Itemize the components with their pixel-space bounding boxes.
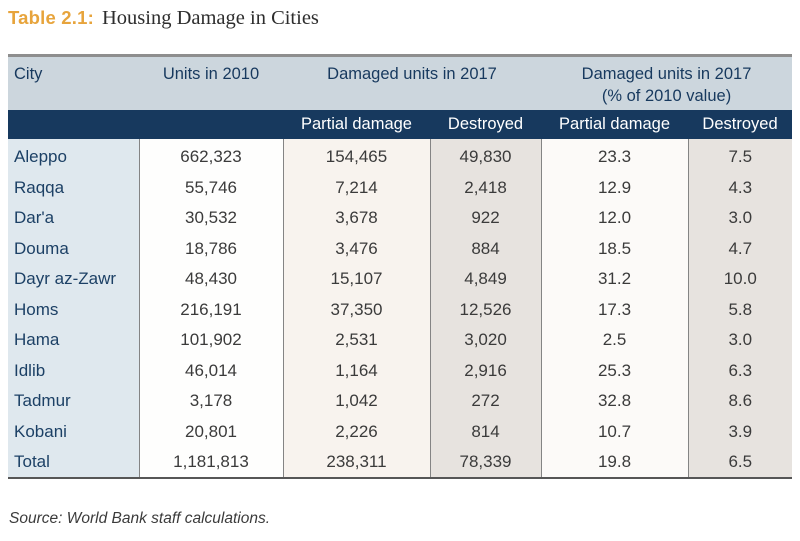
city-cell: Idlib	[14, 360, 46, 380]
destroyed-pct-cell: 3.0	[687, 325, 793, 356]
partial-damage-cell: 15,107	[282, 264, 430, 295]
table-row: Idlib 46,014 1,164 2,916 25.3 6.3	[8, 355, 793, 386]
table-row: Aleppo 662,323 154,465 49,830 23.3 7.5	[8, 138, 793, 173]
table-row: Hama 101,902 2,531 3,020 2.5 3.0	[8, 325, 793, 356]
table-title: Table 2.1: Housing Damage in Cities	[8, 7, 792, 30]
destroyed-cell: 4,849	[429, 264, 542, 295]
partial-damage-pct-cell: 12.9	[540, 172, 689, 203]
destroyed-cell: 49,830	[429, 138, 542, 173]
partial-damage-cell: 154,465	[282, 138, 430, 173]
city-cell: Raqqa	[14, 177, 65, 197]
units-cell: 101,902	[138, 325, 283, 356]
report-page: Table 2.1: Housing Damage in Cities City…	[8, 7, 793, 527]
city-cell: Dayr az-Zawr	[14, 269, 117, 289]
city-cell: Dar'a	[14, 208, 55, 228]
partial-damage-pct-cell: 18.5	[540, 233, 689, 264]
col-header-damaged-units: Damaged units in 2017	[283, 55, 542, 110]
city-cell: Total	[8, 447, 139, 479]
destroyed-cell: 814	[429, 416, 542, 447]
destroyed-cell: 78,339	[429, 447, 542, 479]
partial-damage-pct-cell: 25.3	[540, 355, 689, 386]
partial-damage-pct-cell: 32.8	[540, 386, 689, 417]
housing-damage-table: City Units in 2010 Damaged units in 2017…	[8, 54, 793, 479]
city-cell: Kobani	[14, 421, 67, 441]
table-row: Tadmur 3,178 1,042 272 32.8 8.6	[8, 386, 793, 417]
destroyed-pct-cell: 5.8	[687, 294, 793, 325]
units-cell: 662,323	[138, 138, 283, 173]
col-header-damaged-units-pct: Damaged units in 2017 (% of 2010 value)	[541, 55, 793, 110]
units-cell: 55,746	[138, 172, 283, 203]
destroyed-cell: 2,418	[429, 172, 542, 203]
header-row-sub: Partial damage Destroyed Partial damage …	[8, 109, 793, 139]
destroyed-pct-cell: 4.3	[687, 172, 793, 203]
destroyed-cell: 2,916	[429, 355, 542, 386]
destroyed-pct-cell: 6.5	[687, 447, 793, 479]
units-cell: 18,786	[138, 233, 283, 264]
destroyed-cell: 12,526	[429, 294, 542, 325]
partial-damage-pct-cell: 17.3	[540, 294, 689, 325]
partial-damage-cell: 1,042	[282, 386, 430, 417]
subheader-partial-damage-count: Partial damage	[283, 109, 430, 139]
table-row-total: Total 1,181,813 238,311 78,339 19.8 6.5	[8, 447, 793, 479]
units-cell: 216,191	[138, 294, 283, 325]
destroyed-pct-cell: 8.6	[687, 386, 793, 417]
partial-damage-cell: 3,476	[282, 233, 430, 264]
destroyed-pct-cell: 3.0	[687, 203, 793, 234]
destroyed-pct-cell: 7.5	[687, 138, 793, 173]
city-cell: Homs	[14, 299, 59, 319]
destroyed-pct-cell: 6.3	[687, 355, 793, 386]
city-cell: Douma	[14, 238, 69, 258]
damaged-pct-line1: Damaged units in 2017	[581, 65, 752, 83]
subheader-partial-damage-pct: Partial damage	[541, 109, 689, 139]
table-row: Douma 18,786 3,476 884 18.5 4.7	[8, 233, 793, 264]
partial-damage-pct-cell: 23.3	[540, 138, 689, 173]
partial-damage-cell: 37,350	[282, 294, 430, 325]
table-title-text: Housing Damage in Cities	[101, 7, 319, 29]
partial-damage-pct-cell: 10.7	[540, 416, 689, 447]
units-cell: 48,430	[138, 264, 283, 295]
partial-damage-pct-cell: 2.5	[540, 325, 689, 356]
col-header-units-2010: Units in 2010	[139, 55, 283, 110]
table-row: Raqqa 55,746 7,214 2,418 12.9 4.3	[8, 172, 793, 203]
subheader-destroyed-pct: Destroyed	[688, 109, 793, 139]
partial-damage-cell: 1,164	[282, 355, 430, 386]
table-row: Homs 216,191 37,350 12,526 17.3 5.8	[8, 294, 793, 325]
city-cell: Tadmur	[14, 391, 71, 411]
table-header: City Units in 2010 Damaged units in 2017…	[8, 55, 793, 139]
destroyed-cell: 922	[429, 203, 542, 234]
table-row: Kobani 20,801 2,226 814 10.7 3.9	[8, 416, 793, 447]
table-row: Dar'a 30,532 3,678 922 12.0 3.0	[8, 203, 793, 234]
partial-damage-cell: 3,678	[282, 203, 430, 234]
header-row-top: City Units in 2010 Damaged units in 2017…	[8, 55, 793, 110]
destroyed-pct-cell: 10.0	[687, 264, 793, 295]
damaged-pct-line2: (% of 2010 value)	[601, 86, 732, 105]
partial-damage-pct-cell: 19.8	[540, 447, 689, 479]
partial-damage-pct-cell: 12.0	[540, 203, 689, 234]
units-cell: 20,801	[138, 416, 283, 447]
table-row: Dayr az-Zawr 48,430 15,107 4,849 31.2 10…	[8, 264, 793, 295]
subheader-spacer	[8, 109, 283, 139]
partial-damage-cell: 238,311	[282, 447, 430, 479]
units-cell: 1,181,813	[138, 447, 283, 479]
city-cell: Hama	[14, 330, 60, 350]
city-cell: Aleppo	[14, 147, 67, 166]
table-body: Aleppo 662,323 154,465 49,830 23.3 7.5 R…	[8, 138, 793, 479]
units-cell: 3,178	[138, 386, 283, 417]
destroyed-cell: 884	[429, 233, 542, 264]
table-number-label: Table 2.1:	[8, 7, 94, 28]
units-cell: 30,532	[138, 203, 283, 234]
destroyed-pct-cell: 3.9	[687, 416, 793, 447]
source-note: Source: World Bank staff calculations.	[9, 509, 271, 527]
destroyed-cell: 272	[429, 386, 542, 417]
subheader-destroyed-count: Destroyed	[430, 109, 542, 139]
partial-damage-pct-cell: 31.2	[540, 264, 689, 295]
units-cell: 46,014	[138, 355, 283, 386]
partial-damage-cell: 7,214	[282, 172, 430, 203]
col-header-city: City	[8, 55, 139, 110]
partial-damage-cell: 2,226	[282, 416, 430, 447]
destroyed-cell: 3,020	[429, 325, 542, 356]
partial-damage-cell: 2,531	[282, 325, 430, 356]
destroyed-pct-cell: 4.7	[687, 233, 793, 264]
